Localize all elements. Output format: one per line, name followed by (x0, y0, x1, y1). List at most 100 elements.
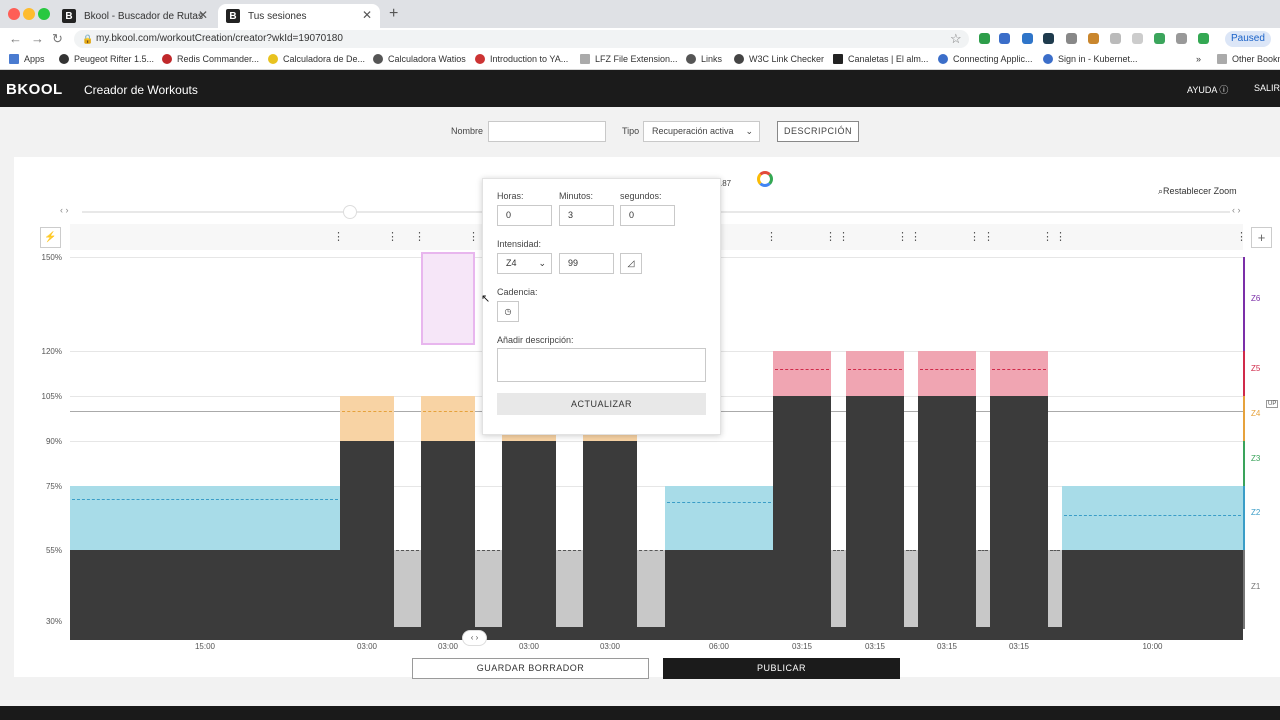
minutes-input[interactable]: 3 (559, 205, 614, 226)
address-bar-row: ← → ↻ 🔒 my.bkool.com/workoutCreation/cre… (0, 28, 1280, 50)
block-menu-icon[interactable]: ⋮ (1236, 231, 1247, 243)
chart-base (70, 627, 1243, 640)
workout-block-z1[interactable] (976, 550, 990, 640)
close-tab-icon[interactable]: ✕ (361, 8, 372, 22)
forward-icon[interactable]: → (31, 31, 44, 46)
cadence-clock-icon[interactable]: ◷ (497, 301, 519, 322)
workout-block-z1[interactable] (556, 550, 583, 640)
lightning-icon[interactable]: ⚡ (40, 227, 61, 248)
scroll-right-icon[interactable]: ‹ › (1232, 205, 1241, 215)
block-menu-icon[interactable]: ⋮ (387, 231, 398, 243)
type-select[interactable]: Recuperación activa ⌄ (643, 121, 760, 142)
block-menu-icon[interactable]: ⋮ (468, 231, 479, 243)
name-input[interactable] (488, 121, 606, 142)
block-menu-icon[interactable]: ⋮ (333, 231, 344, 243)
bookmark-item[interactable]: Calculadora de De... (268, 54, 365, 64)
intensity-input[interactable]: 99 (559, 253, 614, 274)
back-icon[interactable]: ← (9, 31, 22, 46)
block-menu-icon[interactable]: ⋮ (766, 231, 777, 243)
url-field[interactable]: 🔒 my.bkool.com/workoutCreation/creator?w… (74, 30, 969, 48)
zone-select-value: Z4 (506, 258, 517, 268)
workout-block-z1[interactable] (475, 550, 502, 640)
more-bookmarks-icon[interactable]: » (1196, 54, 1202, 64)
bookmark-item[interactable]: Calculadora Watios (373, 54, 466, 64)
extension-icon[interactable] (1110, 33, 1121, 44)
block-menu-icon[interactable]: ⋮ (969, 231, 980, 243)
extension-icon[interactable] (1154, 33, 1165, 44)
reset-zoom-button[interactable]: ⌕Restablecer Zoom (1158, 186, 1237, 196)
extension-icon[interactable] (979, 33, 990, 44)
scroll-handle[interactable] (343, 205, 357, 219)
add-block-button[interactable]: + (1251, 227, 1272, 248)
extension-icon[interactable] (1043, 33, 1054, 44)
workout-block-z1[interactable] (637, 550, 665, 640)
profile-paused-button[interactable]: Paused (1225, 31, 1271, 47)
maximize-window-icon[interactable] (38, 8, 50, 20)
new-tab-icon[interactable]: + (389, 5, 399, 22)
seconds-input[interactable]: 0 (620, 205, 675, 226)
selected-block-highlight[interactable] (421, 252, 475, 345)
ramp-icon[interactable]: ◿ (620, 253, 642, 274)
extension-icon[interactable] (999, 33, 1010, 44)
power-bar (70, 550, 340, 640)
bookmark-item[interactable]: LFZ File Extension... (580, 54, 678, 64)
block-menu-icon[interactable]: ⋮ (1055, 231, 1066, 243)
bookmark-item[interactable]: Sign in - Kubernet... (1043, 54, 1138, 64)
zone-select[interactable]: Z4 ⌄ (497, 253, 552, 274)
folder-icon (580, 54, 590, 64)
extension-icon[interactable] (1132, 33, 1143, 44)
extension-icon[interactable] (1022, 33, 1033, 44)
zone-band (1243, 550, 1245, 629)
x-duration-label: 03:15 (791, 642, 813, 651)
workout-block-z1[interactable] (1048, 550, 1062, 640)
publish-button[interactable]: PUBLICAR (663, 658, 900, 679)
target-line (423, 411, 473, 412)
save-draft-button[interactable]: GUARDAR BORRADOR (412, 658, 649, 679)
resize-handle-icon[interactable]: ‹ › (462, 630, 487, 646)
description-button[interactable]: DESCRIPCIÓN (777, 121, 859, 142)
bookmark-item[interactable]: Canaletas | El alm... (833, 54, 928, 64)
close-window-icon[interactable] (8, 8, 20, 20)
bookmark-item[interactable]: Introduction to YA... (475, 54, 568, 64)
block-menu-icon[interactable]: ⋮ (897, 231, 908, 243)
block-menu-icon[interactable]: ⋮ (825, 231, 836, 243)
block-menu-icon[interactable]: ⋮ (414, 231, 425, 243)
workout-block-z1[interactable] (394, 550, 421, 640)
extension-icon[interactable] (1198, 33, 1209, 44)
browser-chrome: B Bkool - Buscador de Rutas ✕ B Tus sesi… (0, 0, 1280, 70)
y-tick-label: 75% (45, 482, 62, 491)
bookmark-item[interactable]: Connecting Applic... (938, 54, 1033, 64)
exit-link[interactable]: SALIR (1254, 83, 1280, 93)
bkool-logo[interactable]: BKOOL (6, 81, 63, 98)
bookmark-item[interactable]: Apps (9, 54, 45, 64)
page-title: Creador de Workouts (84, 83, 198, 97)
extension-icon[interactable] (1176, 33, 1187, 44)
tab-tus-sesiones[interactable]: B Tus sesiones ✕ (218, 4, 380, 28)
workout-block-z1[interactable] (904, 550, 918, 640)
bookmark-icon (373, 54, 383, 64)
block-menu-icon[interactable]: ⋮ (838, 231, 849, 243)
bookmark-item[interactable]: W3C Link Checker (734, 54, 824, 64)
bookmark-item[interactable]: Redis Commander... (162, 54, 259, 64)
extension-icon[interactable] (1088, 33, 1099, 44)
tab-bkool-rutas[interactable]: B Bkool - Buscador de Rutas ✕ (54, 4, 216, 28)
scroll-left-icon[interactable]: ‹ › (60, 205, 69, 215)
minimize-window-icon[interactable] (23, 8, 35, 20)
description-textarea[interactable] (497, 348, 706, 382)
close-tab-icon[interactable]: ✕ (197, 8, 208, 22)
block-menu-icon[interactable]: ⋮ (983, 231, 994, 243)
workout-block-z1[interactable] (831, 550, 846, 640)
other-bookmarks[interactable]: Other Bookm (1217, 54, 1280, 64)
help-link[interactable]: AYUDA ⓘ (1187, 85, 1229, 95)
power-bar (340, 441, 394, 640)
bookmark-star-icon[interactable]: ☆ (950, 31, 962, 46)
update-button[interactable]: ACTUALIZAR (497, 393, 706, 415)
reload-icon[interactable]: ↻ (52, 31, 63, 46)
hours-input[interactable]: 0 (497, 205, 552, 226)
block-menu-icon[interactable]: ⋮ (1042, 231, 1053, 243)
power-bar (846, 396, 904, 640)
extension-icon[interactable] (1066, 33, 1077, 44)
bookmark-item[interactable]: Links (686, 54, 722, 64)
bookmark-item[interactable]: Peugeot Rifter 1.5... (59, 54, 154, 64)
block-menu-icon[interactable]: ⋮ (910, 231, 921, 243)
